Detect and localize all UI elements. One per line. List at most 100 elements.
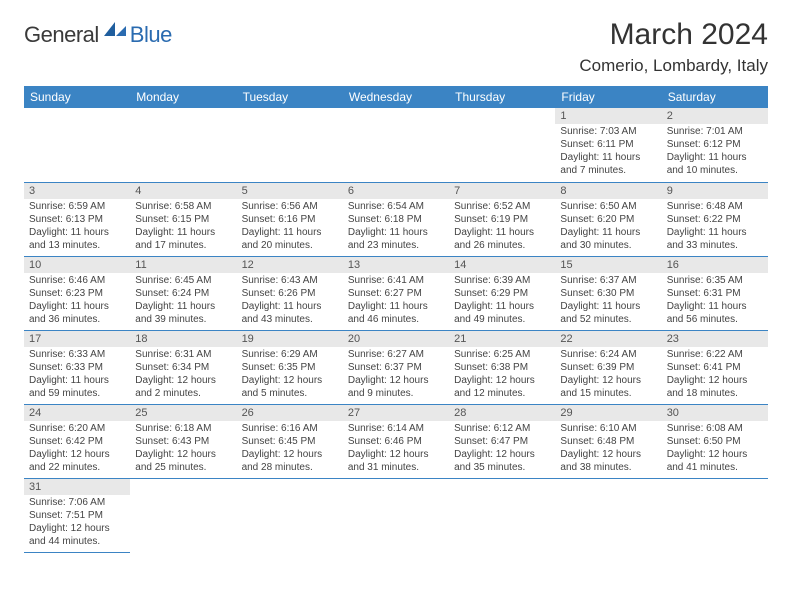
sunrise-text: Sunrise: 6:52 AM — [454, 200, 550, 213]
sunrise-text: Sunrise: 6:39 AM — [454, 274, 550, 287]
sunrise-text: Sunrise: 6:29 AM — [242, 348, 338, 361]
day-header: Friday — [555, 86, 661, 108]
sunrise-text: Sunrise: 6:10 AM — [560, 422, 656, 435]
daylight-text-1: Daylight: 12 hours — [242, 374, 338, 387]
day-number: 11 — [130, 257, 236, 273]
calendar-cell: 26Sunrise: 6:16 AMSunset: 6:45 PMDayligh… — [237, 404, 343, 478]
calendar-cell: 4Sunrise: 6:58 AMSunset: 6:15 PMDaylight… — [130, 182, 236, 256]
day-details: Sunrise: 7:03 AMSunset: 6:11 PMDaylight:… — [555, 124, 661, 180]
calendar-cell: 18Sunrise: 6:31 AMSunset: 6:34 PMDayligh… — [130, 330, 236, 404]
calendar-cell: 28Sunrise: 6:12 AMSunset: 6:47 PMDayligh… — [449, 404, 555, 478]
calendar-cell: 8Sunrise: 6:50 AMSunset: 6:20 PMDaylight… — [555, 182, 661, 256]
daylight-text-1: Daylight: 11 hours — [560, 151, 656, 164]
location-text: Comerio, Lombardy, Italy — [579, 56, 768, 76]
day-details: Sunrise: 6:48 AMSunset: 6:22 PMDaylight:… — [662, 199, 768, 255]
daylight-text-2: and 18 minutes. — [667, 387, 763, 400]
sunrise-text: Sunrise: 6:54 AM — [348, 200, 444, 213]
day-number: 13 — [343, 257, 449, 273]
day-details: Sunrise: 6:39 AMSunset: 6:29 PMDaylight:… — [449, 273, 555, 329]
calendar-cell: 27Sunrise: 6:14 AMSunset: 6:46 PMDayligh… — [343, 404, 449, 478]
sunrise-text: Sunrise: 6:58 AM — [135, 200, 231, 213]
calendar-cell: 6Sunrise: 6:54 AMSunset: 6:18 PMDaylight… — [343, 182, 449, 256]
day-details: Sunrise: 6:27 AMSunset: 6:37 PMDaylight:… — [343, 347, 449, 403]
daylight-text-2: and 46 minutes. — [348, 313, 444, 326]
daylight-text-2: and 28 minutes. — [242, 461, 338, 474]
day-details: Sunrise: 6:56 AMSunset: 6:16 PMDaylight:… — [237, 199, 343, 255]
sunrise-text: Sunrise: 6:45 AM — [135, 274, 231, 287]
day-number: 19 — [237, 331, 343, 347]
sunset-text: Sunset: 6:45 PM — [242, 435, 338, 448]
calendar-cell: 7Sunrise: 6:52 AMSunset: 6:19 PMDaylight… — [449, 182, 555, 256]
daylight-text-1: Daylight: 11 hours — [348, 226, 444, 239]
day-details: Sunrise: 6:46 AMSunset: 6:23 PMDaylight:… — [24, 273, 130, 329]
daylight-text-1: Daylight: 11 hours — [560, 300, 656, 313]
sunrise-text: Sunrise: 6:14 AM — [348, 422, 444, 435]
daylight-text-1: Daylight: 12 hours — [348, 374, 444, 387]
daylight-text-1: Daylight: 12 hours — [667, 448, 763, 461]
daylight-text-1: Daylight: 12 hours — [135, 374, 231, 387]
sunset-text: Sunset: 6:15 PM — [135, 213, 231, 226]
daylight-text-1: Daylight: 11 hours — [29, 300, 125, 313]
sunrise-text: Sunrise: 6:48 AM — [667, 200, 763, 213]
day-number: 31 — [24, 479, 130, 495]
daylight-text-1: Daylight: 12 hours — [667, 374, 763, 387]
sunset-text: Sunset: 6:48 PM — [560, 435, 656, 448]
day-details: Sunrise: 6:41 AMSunset: 6:27 PMDaylight:… — [343, 273, 449, 329]
daylight-text-2: and 44 minutes. — [29, 535, 125, 548]
daylight-text-1: Daylight: 11 hours — [667, 226, 763, 239]
daylight-text-2: and 56 minutes. — [667, 313, 763, 326]
day-number: 14 — [449, 257, 555, 273]
daylight-text-1: Daylight: 12 hours — [454, 374, 550, 387]
calendar-cell — [662, 478, 768, 552]
calendar-cell — [237, 478, 343, 552]
day-number: 23 — [662, 331, 768, 347]
day-details: Sunrise: 6:18 AMSunset: 6:43 PMDaylight:… — [130, 421, 236, 477]
calendar-cell — [130, 478, 236, 552]
sunrise-text: Sunrise: 6:18 AM — [135, 422, 231, 435]
calendar-row: 17Sunrise: 6:33 AMSunset: 6:33 PM Dayligh… — [24, 330, 768, 404]
sunrise-text: Sunrise: 6:33 AM — [29, 348, 125, 361]
calendar-cell: 16Sunrise: 6:35 AMSunset: 6:31 PMDayligh… — [662, 256, 768, 330]
daylight-text-1: Daylight: 11 hours — [667, 151, 763, 164]
day-number: 25 — [130, 405, 236, 421]
calendar-cell: 1Sunrise: 7:03 AMSunset: 6:11 PMDaylight… — [555, 108, 661, 182]
day-number: 7 — [449, 183, 555, 199]
day-details: Sunrise: 6:59 AMSunset: 6:13 PMDaylight:… — [24, 199, 130, 255]
logo: General Blue — [24, 18, 172, 48]
sunrise-text: Sunrise: 6:08 AM — [667, 422, 763, 435]
calendar-cell: 17Sunrise: 6:33 AMSunset: 6:33 PMDayligh… — [24, 330, 130, 404]
sunrise-text: Sunrise: 6:31 AM — [135, 348, 231, 361]
day-header: Tuesday — [237, 86, 343, 108]
day-number: 27 — [343, 405, 449, 421]
daylight-text-2: and 52 minutes. — [560, 313, 656, 326]
sunset-text: Sunset: 6:33 PM — [29, 361, 125, 374]
day-number: 5 — [237, 183, 343, 199]
calendar-cell: 31Sunrise: 7:06 AMSunset: 7:51 PMDayligh… — [24, 478, 130, 552]
calendar-page: General Blue March 2024 Comerio, Lombard… — [0, 0, 792, 571]
day-number: 30 — [662, 405, 768, 421]
calendar-table: Sunday Monday Tuesday Wednesday Thursday… — [24, 86, 768, 553]
daylight-text-2: and 39 minutes. — [135, 313, 231, 326]
sunrise-text: Sunrise: 6:22 AM — [667, 348, 763, 361]
sunset-text: Sunset: 6:19 PM — [454, 213, 550, 226]
daylight-text-2: and 59 minutes. — [29, 387, 125, 400]
day-details: Sunrise: 7:06 AMSunset: 7:51 PMDaylight:… — [24, 495, 130, 551]
daylight-text-1: Daylight: 11 hours — [242, 226, 338, 239]
daylight-text-2: and 22 minutes. — [29, 461, 125, 474]
calendar-cell: 25Sunrise: 6:18 AMSunset: 6:43 PMDayligh… — [130, 404, 236, 478]
day-details: Sunrise: 6:08 AMSunset: 6:50 PMDaylight:… — [662, 421, 768, 477]
sunrise-text: Sunrise: 7:03 AM — [560, 125, 656, 138]
day-number: 6 — [343, 183, 449, 199]
daylight-text-2: and 35 minutes. — [454, 461, 550, 474]
sunset-text: Sunset: 6:39 PM — [560, 361, 656, 374]
daylight-text-2: and 15 minutes. — [560, 387, 656, 400]
daylight-text-1: Daylight: 12 hours — [29, 522, 125, 535]
calendar-cell: 9Sunrise: 6:48 AMSunset: 6:22 PMDaylight… — [662, 182, 768, 256]
sunset-text: Sunset: 6:50 PM — [667, 435, 763, 448]
calendar-cell: 14Sunrise: 6:39 AMSunset: 6:29 PMDayligh… — [449, 256, 555, 330]
sunset-text: Sunset: 6:35 PM — [242, 361, 338, 374]
day-number: 17 — [24, 331, 130, 347]
day-details: Sunrise: 6:16 AMSunset: 6:45 PMDaylight:… — [237, 421, 343, 477]
sunset-text: Sunset: 6:42 PM — [29, 435, 125, 448]
day-number: 16 — [662, 257, 768, 273]
